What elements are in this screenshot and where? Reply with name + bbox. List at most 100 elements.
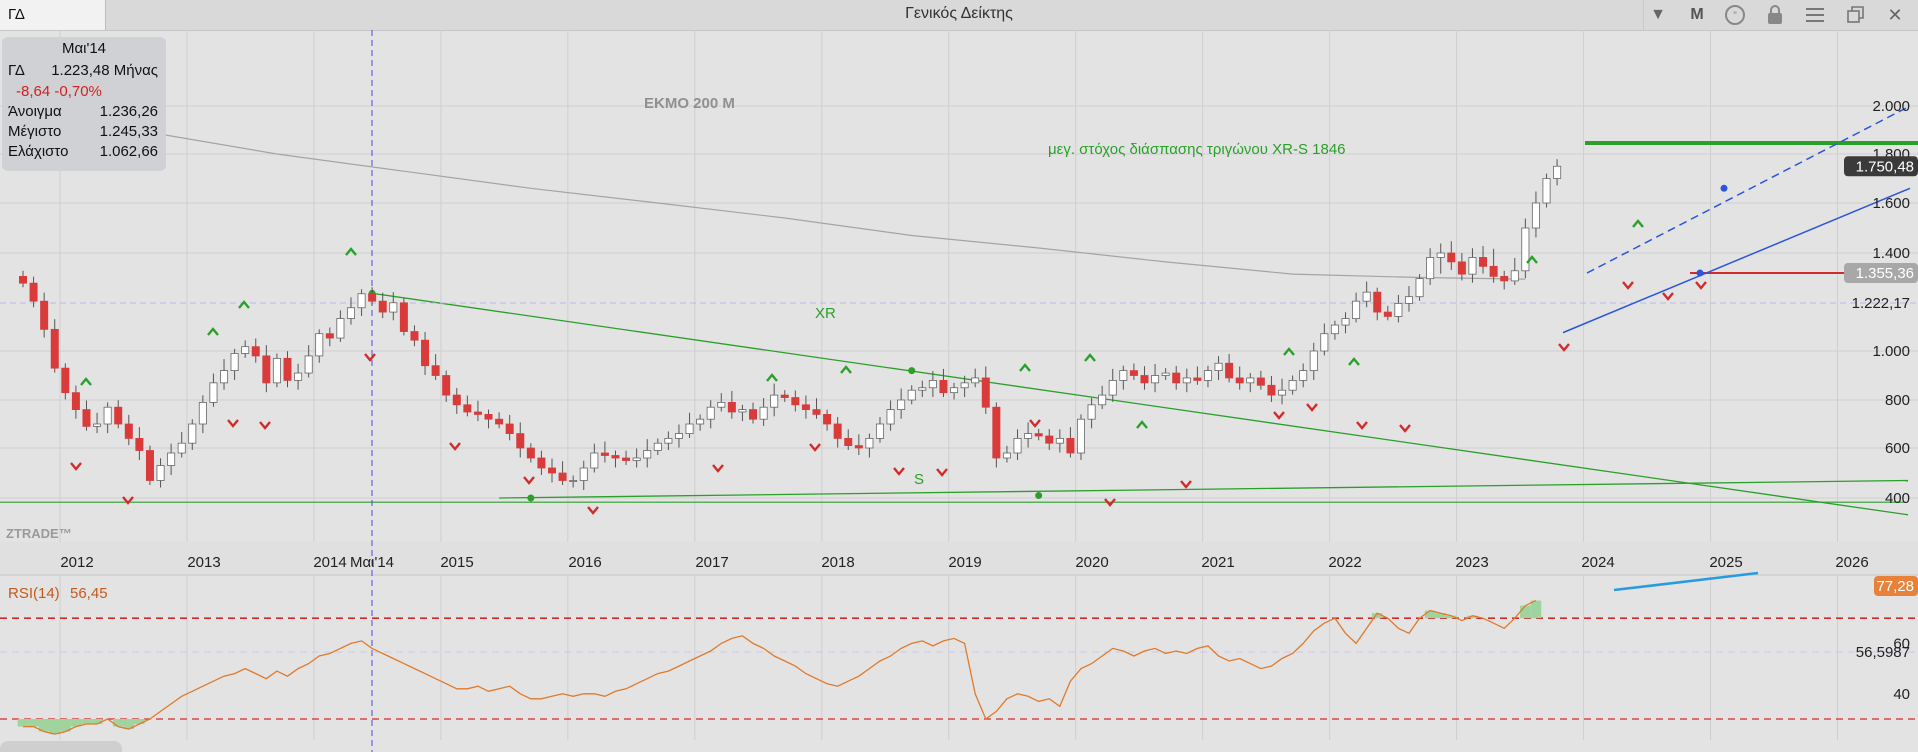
candle — [61, 367, 70, 394]
x-tick-label: 2013 — [187, 554, 220, 571]
close-icon[interactable]: ✕ — [1887, 5, 1903, 25]
buy-arrow — [1283, 347, 1295, 356]
rsi-oversold-fill — [60, 719, 71, 732]
candle — [1415, 278, 1424, 298]
sell-arrow — [809, 443, 821, 452]
candle — [220, 370, 229, 384]
period-button[interactable]: M — [1690, 6, 1704, 23]
candle — [886, 409, 895, 425]
candle — [442, 375, 451, 396]
candle — [1172, 372, 1181, 384]
candle — [1531, 202, 1540, 229]
y-tick-label: 2.000 — [1872, 98, 1910, 115]
channel-lower — [1562, 187, 1911, 334]
candle — [971, 377, 980, 384]
price-tag — [1844, 156, 1918, 177]
candle — [1108, 379, 1117, 396]
channel-anchor — [1720, 184, 1728, 192]
lock-icon[interactable] — [1762, 0, 1788, 30]
candle — [939, 379, 948, 394]
x-tick-label: 2025 — [1709, 554, 1742, 571]
candle — [452, 394, 461, 406]
buy-arrow — [80, 377, 92, 386]
candle — [251, 346, 260, 357]
candle — [1193, 377, 1202, 381]
candle — [1066, 437, 1075, 454]
candle — [1553, 165, 1562, 179]
candle — [1214, 362, 1223, 371]
candle — [378, 300, 387, 313]
candle — [1034, 433, 1043, 437]
candle — [844, 437, 853, 446]
candle — [1278, 389, 1287, 396]
candle — [717, 401, 726, 408]
menu-icon[interactable] — [1800, 0, 1830, 30]
candle — [18, 275, 27, 284]
candle — [431, 365, 440, 376]
watermark: ZTRADE™ — [6, 526, 72, 541]
candle — [812, 409, 821, 415]
buy-arrow — [766, 373, 778, 382]
x-tick-label: 2019 — [948, 554, 981, 571]
candle — [590, 452, 599, 469]
candle — [759, 406, 768, 420]
rsi-overbought-fill — [1435, 613, 1447, 619]
candle — [854, 445, 863, 449]
y-tick-label: 1.400 — [1872, 245, 1910, 262]
chat-icon[interactable]: ” — [1720, 0, 1750, 30]
candle — [262, 355, 271, 384]
candle — [1383, 311, 1392, 317]
chevron-down-icon[interactable]: ▼ — [1643, 0, 1672, 30]
candle — [368, 293, 377, 302]
signal-arrows — [70, 219, 1707, 515]
sell-arrow — [70, 462, 82, 471]
candle — [1055, 437, 1064, 444]
candle — [1024, 433, 1033, 439]
info-change: -8,64 -0,70% — [16, 83, 102, 100]
candle — [114, 406, 123, 425]
y-tick-label: 1.000 — [1872, 343, 1910, 360]
ohlc-info-panel: Μαι'14 ΓΔ 1.223,48 Μήνας -8,64 -0,70% Άν… — [2, 37, 166, 171]
candle — [1330, 324, 1339, 335]
candle — [283, 357, 292, 381]
sell-arrow — [1662, 292, 1674, 301]
candle — [823, 413, 832, 425]
rsi-overbought-fill — [1520, 605, 1531, 619]
sell-arrow — [1306, 403, 1318, 412]
candle — [1373, 291, 1382, 313]
sell-arrow — [1558, 343, 1570, 352]
x-tick-label: 2022 — [1328, 554, 1361, 571]
candle — [505, 423, 514, 435]
candle — [346, 307, 355, 319]
candle — [928, 379, 937, 389]
candle — [1151, 375, 1160, 384]
candle — [93, 423, 102, 427]
candle — [1362, 291, 1371, 302]
candle — [664, 437, 673, 444]
candle — [548, 467, 557, 474]
candle — [1225, 362, 1234, 379]
sell-arrow — [449, 442, 461, 451]
rsi-overbought-fill — [1371, 613, 1383, 619]
x-tick-label: 2020 — [1075, 554, 1108, 571]
bottom-tab[interactable] — [0, 741, 122, 752]
candle — [209, 382, 218, 403]
buy-arrow — [238, 300, 250, 309]
info-high-label: Μέγιστο — [8, 123, 62, 140]
candle — [1246, 377, 1255, 384]
window-icon[interactable] — [1840, 0, 1872, 30]
candle — [177, 442, 186, 454]
candle — [1542, 178, 1551, 204]
rsi-label: RSI(14) — [8, 585, 60, 602]
y-tick-label: 800 — [1885, 392, 1910, 409]
symbol-input[interactable]: ΓΔ — [0, 0, 106, 30]
x-tick-label: Μαι'14 — [350, 554, 394, 571]
rsi-tick-label: 60 — [1893, 635, 1910, 652]
candle — [230, 353, 239, 372]
sell-arrow — [364, 353, 376, 362]
candle — [950, 387, 959, 394]
buy-arrow — [1526, 255, 1538, 264]
buy-arrow — [1348, 357, 1360, 366]
candle — [71, 392, 80, 410]
